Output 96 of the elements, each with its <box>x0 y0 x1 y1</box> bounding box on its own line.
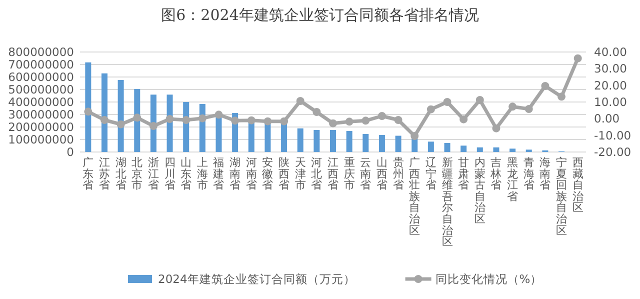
point <box>345 118 354 126</box>
bar <box>476 147 483 152</box>
x-tick-label: 安徽省 <box>262 156 274 192</box>
bar <box>362 134 369 152</box>
bar <box>314 130 320 152</box>
bar <box>101 73 108 152</box>
x-tick-label: 辽宁省 <box>425 156 436 192</box>
bar <box>493 147 500 152</box>
point <box>133 114 142 122</box>
point <box>524 105 533 113</box>
x-tick-label: 河南省 <box>246 156 257 192</box>
point <box>378 112 386 120</box>
point <box>476 96 484 104</box>
point <box>214 110 223 119</box>
point <box>558 92 566 101</box>
y-tick-label: 300000000 <box>8 108 74 122</box>
point <box>231 116 240 125</box>
x-tick-label: 河北省 <box>311 156 322 192</box>
chart-title: 图6：2024年建筑企业签订合同额各省排名情况 <box>161 6 479 24</box>
x-tick-label: 陕西省 <box>278 156 290 192</box>
x-tick-label: 上海市 <box>196 156 208 192</box>
x-tick-label: 山东省 <box>180 156 192 192</box>
x-tick-label: 江西省 <box>328 156 338 192</box>
bar <box>395 136 402 152</box>
x-tick-label: 西藏自治区 <box>572 156 584 214</box>
x-tick-label: 重庆市 <box>344 156 355 192</box>
x-tick-label: 黑龙江省 <box>507 156 518 203</box>
y2-tick-label: 40.00 <box>594 45 627 59</box>
point <box>182 116 190 124</box>
x-tick-label: 广西壮族自治区 <box>408 156 420 237</box>
x-tick-label: 青海省 <box>523 156 534 192</box>
point <box>443 98 452 106</box>
legend-label: 2024年建筑企业签订合同额（万元） <box>158 272 356 286</box>
y-tick-label: 800000000 <box>8 45 74 59</box>
x-tick-label: 内蒙古自治区 <box>474 156 486 226</box>
point <box>329 119 337 128</box>
bar <box>378 135 385 152</box>
point <box>149 122 158 130</box>
y-tick-label: 100000000 <box>8 132 74 146</box>
x-tick-label: 云南省 <box>360 156 372 192</box>
bar <box>428 142 434 152</box>
y-tick-label: 700000000 <box>8 58 74 72</box>
y2-tick-label: 10.00 <box>594 95 627 109</box>
x-tick-label: 山西省 <box>376 156 388 192</box>
point <box>492 124 500 132</box>
y2-tick-label: -10.00 <box>594 128 632 142</box>
point <box>280 117 288 126</box>
point <box>198 114 206 122</box>
bar <box>346 131 352 152</box>
point <box>541 82 550 90</box>
x-tick-label: 甘肃省 <box>458 156 470 192</box>
y-tick-label: 600000000 <box>8 70 74 84</box>
x-tick-label: 北京市 <box>132 156 143 192</box>
y2-tick-label: 30.00 <box>594 62 627 76</box>
y-tick-label: 500000000 <box>8 82 74 96</box>
point <box>460 115 468 124</box>
x-tick-label: 吉林省 <box>490 156 502 192</box>
x-tick-label: 湖北省 <box>115 156 126 192</box>
point <box>116 120 125 128</box>
x-tick-label: 贵州省 <box>392 156 404 192</box>
point <box>410 132 419 140</box>
point <box>84 108 92 116</box>
x-tick-label: 宁夏回族自治区 <box>556 156 568 237</box>
point <box>264 117 272 126</box>
bar <box>444 143 450 152</box>
y-tick-label: 400000000 <box>8 95 74 109</box>
y-tick-label: 0 <box>66 145 74 159</box>
y-tick-label: 200000000 <box>8 120 74 134</box>
point <box>312 108 321 116</box>
x-tick-label: 浙江省 <box>148 156 159 192</box>
x-tick-label: 新疆维吾尔自治区 <box>442 156 453 248</box>
y2-tick-label: 0.00 <box>594 112 620 126</box>
point <box>362 116 370 125</box>
bar <box>510 148 516 152</box>
x-tick-label: 福建省 <box>212 156 224 192</box>
point <box>426 105 435 114</box>
x-tick-label: 江苏省 <box>98 156 110 192</box>
bar <box>330 130 336 152</box>
y2-tick-label: 20.00 <box>594 78 627 92</box>
point <box>574 54 582 62</box>
x-tick-label: 湖南省 <box>230 156 241 192</box>
x-tick-label: 广东省 <box>82 156 94 192</box>
y2-tick-label: -20.00 <box>594 145 632 159</box>
point <box>508 102 517 111</box>
point <box>394 116 402 124</box>
bar <box>297 128 304 152</box>
legend-label: 同比变化情况（%） <box>435 272 542 286</box>
point <box>296 97 304 105</box>
bar <box>85 62 92 152</box>
point <box>166 115 174 123</box>
point <box>100 116 108 124</box>
bar <box>460 146 467 152</box>
point <box>247 116 256 124</box>
x-tick-label: 天津市 <box>294 156 306 192</box>
x-tick-label: 海南省 <box>540 156 551 192</box>
x-tick-label: 四川省 <box>164 156 176 192</box>
